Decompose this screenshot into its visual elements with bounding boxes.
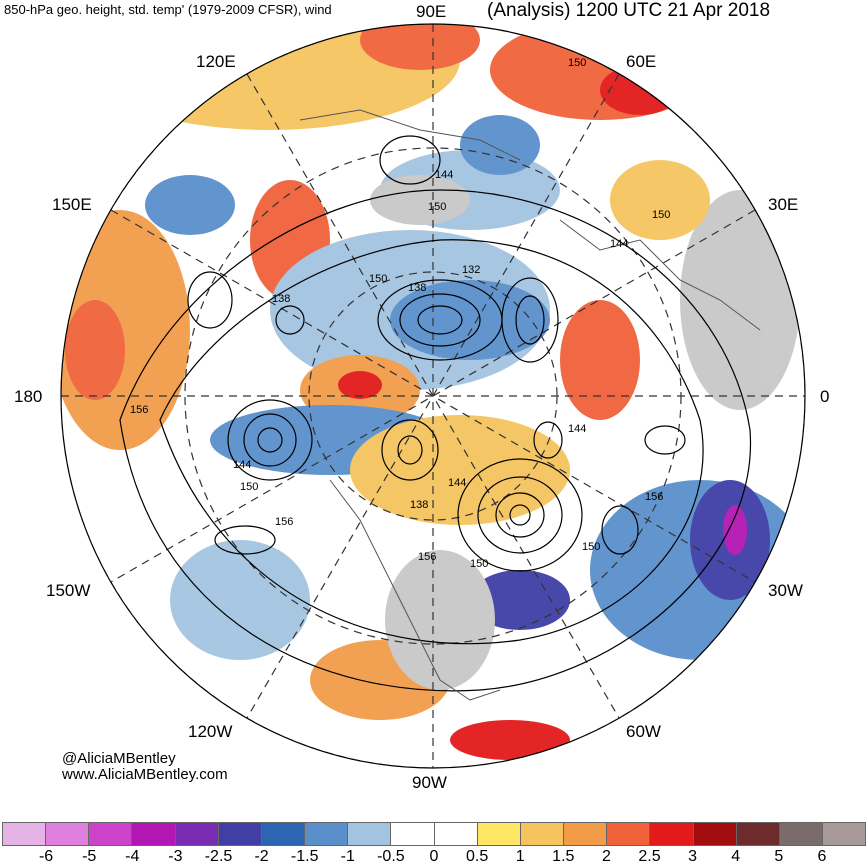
colorbar-tick-label: -1	[340, 848, 355, 865]
contour-label: 138	[272, 293, 290, 305]
colorbar-tick-label: 0.5	[465, 848, 489, 865]
colorbar-tick-label: -2.5	[204, 848, 233, 865]
lon-label-60w: 60W	[626, 722, 661, 741]
contour-label: 144	[568, 423, 586, 435]
graticule	[61, 24, 805, 768]
colorbar-swatch	[175, 823, 219, 845]
colorbar-tick-label: -1.5	[290, 848, 319, 865]
colorbar	[2, 822, 866, 846]
colorbar-tick-label: 6	[817, 848, 827, 865]
contour-value-labels: 150 144 150 150 144 132 138 150 138 156 …	[130, 57, 670, 570]
contour-label: 144	[435, 169, 453, 181]
lon-label-0: 0	[820, 387, 830, 406]
lon-label-30w: 30W	[768, 581, 803, 600]
map-title-right: (Analysis) 1200 UTC 21 Apr 2018	[487, 0, 771, 21]
colorbar-tick-label: 1.5	[552, 848, 575, 865]
contour-label: 156	[645, 491, 663, 503]
temperature-anomaly-shading	[61, 24, 805, 760]
contour-label: 150	[369, 273, 387, 285]
colorbar-swatch	[218, 823, 262, 845]
colorbar-tick-label: 2	[601, 848, 611, 865]
colorbar-swatch	[736, 823, 780, 845]
colorbar-tick-label: 1	[515, 848, 525, 865]
colorbar-swatch	[348, 823, 392, 845]
lon-label-90e: 90E	[416, 2, 447, 21]
colorbar-tick-label: 0	[429, 848, 439, 865]
colorbar-swatch	[607, 823, 651, 845]
contour-label: 138	[408, 282, 426, 294]
lon-label-120w: 120W	[188, 722, 233, 741]
colorbar-tick-label: -4	[125, 848, 140, 865]
map-boundary	[60, 23, 806, 769]
map-disk	[61, 24, 805, 768]
contour-label: 150	[428, 201, 446, 213]
lon-label-180: 180	[14, 387, 43, 406]
contour-label: 144	[610, 238, 628, 250]
colorbar-swatch	[434, 823, 478, 845]
colorbar-tick-label: -0.5	[377, 848, 405, 865]
colorbar-swatch	[261, 823, 306, 845]
lon-label-150w: 150W	[46, 581, 91, 600]
colorbar-swatch	[779, 823, 823, 845]
contour-label: 150	[582, 541, 600, 553]
colorbar-tick-label: 2.5	[638, 848, 661, 865]
colorbar-tick-label: 5	[774, 848, 784, 865]
lon-label-90w: 90W	[412, 773, 447, 792]
colorbar-swatch	[132, 823, 176, 845]
coastlines	[299, 109, 761, 701]
colorbar-swatch	[564, 823, 608, 845]
colorbar-swatch	[477, 823, 521, 845]
colorbar-tick-label: 3	[688, 848, 698, 865]
colorbar-swatch	[3, 823, 47, 845]
lon-label-150e: 150E	[52, 195, 92, 214]
contour-label: 150	[240, 481, 258, 493]
colorbar-tick-label: -3	[168, 848, 183, 865]
contour-label: 132	[462, 264, 480, 276]
contour-label: 150	[568, 57, 586, 69]
colorbar-tick-label: -5	[82, 848, 97, 865]
contour-label: 150	[470, 558, 488, 570]
colorbar-tick-label: -2	[254, 848, 269, 865]
lon-label-120e: 120E	[196, 52, 236, 71]
lon-label-30e: 30E	[768, 195, 799, 214]
colorbar-swatch	[305, 823, 349, 845]
contour-label: 156	[418, 551, 436, 563]
colorbar-swatch	[693, 823, 737, 845]
credit-website: www.AliciaMBentley.com	[62, 766, 228, 783]
colorbar-swatch	[822, 823, 866, 845]
colorbar-swatch	[520, 823, 565, 845]
colorbar-tick-label: 4	[731, 848, 741, 865]
colorbar-swatch	[391, 823, 435, 845]
contour-label: 156	[275, 516, 293, 528]
colorbar-swatch	[46, 823, 90, 845]
colorbar-swatch	[650, 823, 694, 845]
lon-label-60e: 60E	[626, 52, 657, 71]
contour-label: 144	[233, 459, 251, 471]
colorbar-tick-label: -6	[38, 848, 54, 865]
map-title-left: 850-hPa geo. height, std. temp' (1979-20…	[4, 2, 332, 17]
height-contours	[119, 135, 752, 692]
contour-label: 138	[410, 499, 428, 511]
credit-twitter: @AliciaMBentley	[62, 750, 176, 767]
contour-label: 144	[448, 477, 466, 489]
contour-label: 156	[130, 404, 148, 416]
contour-label: 150	[652, 209, 670, 221]
colorbar-swatch	[89, 823, 133, 845]
polar-stereographic-map: 150 144 150 150 144 132 138 150 138 156 …	[60, 23, 806, 769]
